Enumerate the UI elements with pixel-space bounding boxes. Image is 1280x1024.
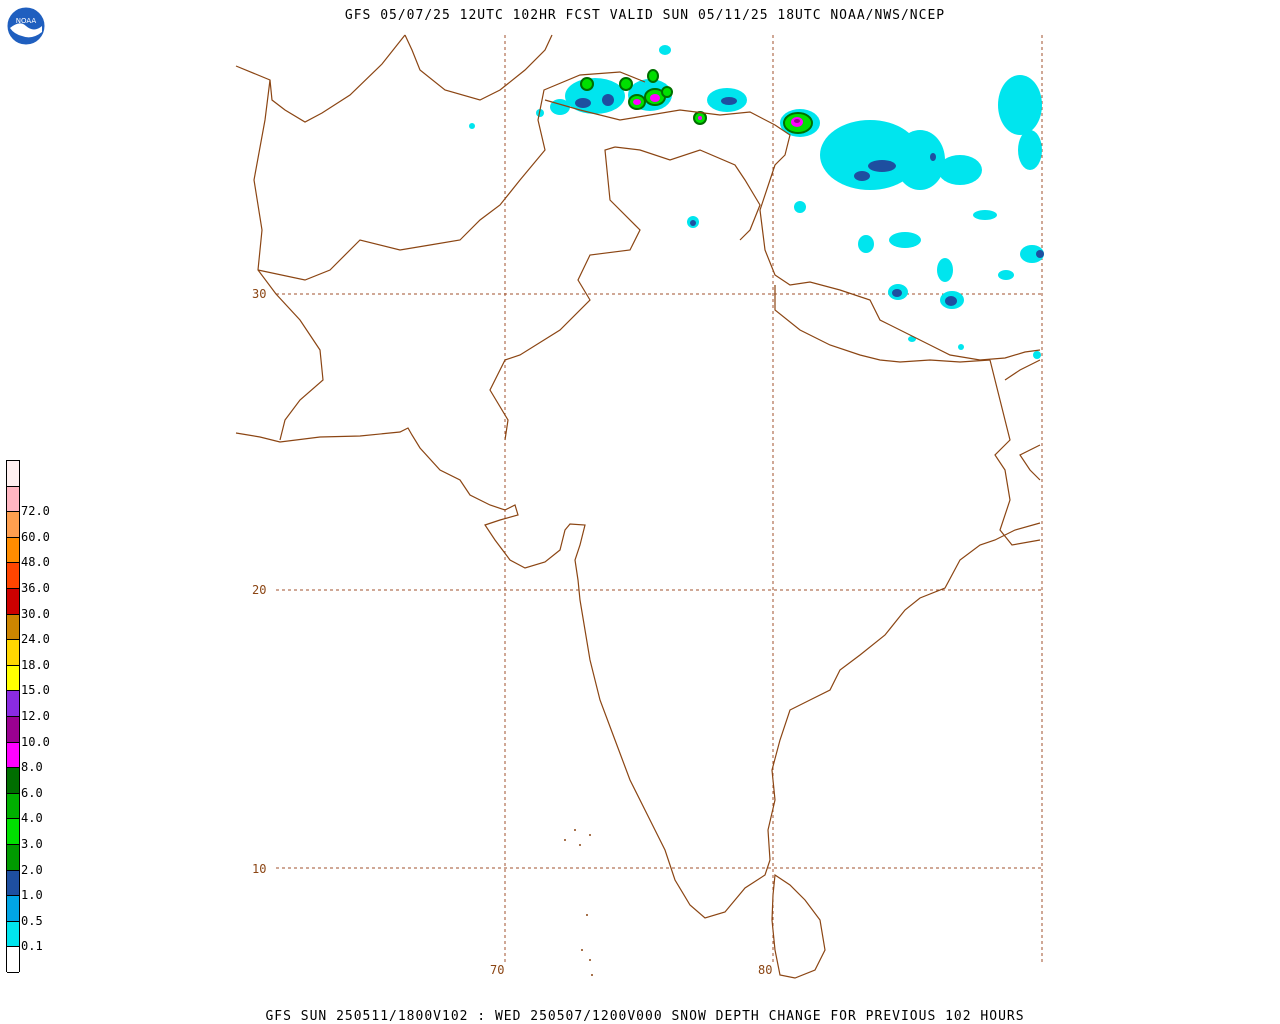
legend-swatch	[7, 614, 19, 641]
legend-label: 15.0	[21, 683, 50, 698]
legend-swatch	[7, 870, 19, 897]
legend-label: 6.0	[21, 785, 43, 800]
legend-swatch	[7, 537, 19, 564]
legend-swatch	[7, 486, 19, 513]
legend-label: 2.0	[21, 862, 43, 877]
legend-label: 3.0	[21, 837, 43, 851]
lat-label-10: 10	[252, 862, 266, 876]
lon-label-80: 80	[758, 963, 772, 977]
legend-label: 10.0	[21, 734, 50, 749]
legend-label: 1.0	[21, 888, 43, 903]
legend-label: 12.0	[21, 709, 50, 723]
forecast-map: 30 20 10 70 80	[235, 34, 1044, 979]
noaa-logo: NOAA	[6, 6, 46, 46]
legend-swatch	[7, 768, 19, 794]
legend-swatch	[7, 512, 19, 538]
legend-swatch	[7, 845, 19, 871]
grid-lines	[276, 35, 1043, 965]
legend-label: 60.0	[21, 529, 50, 544]
legend-swatch	[7, 921, 19, 948]
islands	[564, 829, 593, 976]
legend-swatch	[7, 665, 19, 692]
map-title: GFS 05/07/25 12UTC 102HR FCST VALID SUN …	[344, 8, 946, 23]
map-caption: GFS SUN 250511/1800V102 : WED 250507/120…	[265, 1009, 1025, 1024]
legend-swatch	[7, 461, 19, 487]
legend-label: 4.0	[21, 811, 43, 826]
legend-swatch	[7, 563, 19, 589]
legend-label: 8.0	[21, 760, 43, 775]
legend-label: 0.5	[21, 913, 43, 928]
color-legend	[6, 460, 20, 973]
legend-swatch	[7, 691, 19, 717]
legend-swatch	[7, 896, 19, 922]
legend-swatch	[7, 793, 19, 820]
legend-swatch	[7, 589, 19, 615]
legend-label: 72.0	[21, 504, 50, 519]
legend-label: 48.0	[21, 555, 50, 570]
legend-label: 36.0	[21, 581, 50, 595]
legend-label: 0.1	[21, 939, 43, 954]
legend-swatch	[7, 717, 19, 743]
lat-label-30: 30	[252, 287, 266, 301]
legend-label: 18.0	[21, 657, 50, 672]
legend-label: 30.0	[21, 606, 50, 621]
lon-label-70: 70	[490, 963, 504, 977]
legend-swatch	[7, 742, 19, 769]
legend-swatch	[7, 947, 19, 973]
lat-label-20: 20	[252, 583, 266, 597]
snow-depth-field	[469, 45, 1044, 359]
legend-swatch	[7, 640, 19, 666]
borders	[235, 34, 1041, 979]
logo-text: NOAA	[16, 17, 37, 25]
legend-label: 24.0	[21, 632, 50, 647]
legend-swatch	[7, 819, 19, 845]
